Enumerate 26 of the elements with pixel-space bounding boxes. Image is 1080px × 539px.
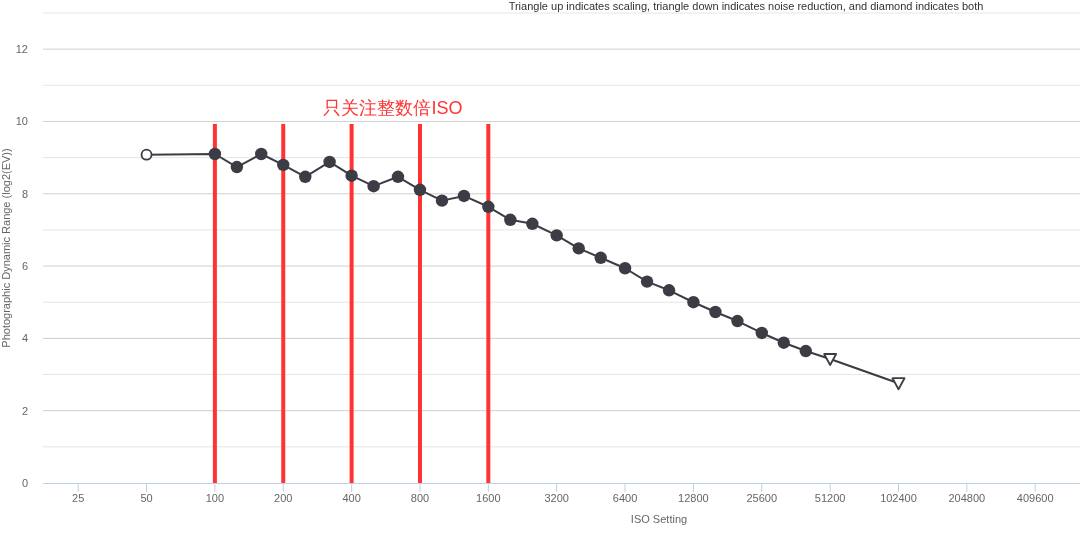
x-tick-label: 25600 [746,492,778,504]
x-tick-label: 12800 [678,492,709,504]
subtitle: Triangle up indicates scaling, triangle down indicates noise reduction, and diamond indicates both [508,0,984,12]
x-tick-label: 102400 [880,492,917,504]
x-tick-label: 204800 [948,492,986,504]
x-tick-label: 400 [342,492,361,504]
x-tick-label: 1600 [476,492,501,504]
y-tick-label: 0 [21,477,28,489]
y-tick-label: 2 [21,404,28,417]
y-tick-label: 4 [21,332,28,345]
x-tick-label: 25 [72,492,85,504]
x-tick-label: 800 [410,492,430,504]
y-axis-title: Photographic Dynamic Range (log2(EV)) [0,148,12,348]
x-tick-label: 409600 [1016,492,1054,504]
x-tick-label: 200 [274,492,293,504]
y-tick-label: 12 [15,43,28,56]
x-tick-label: 3200 [544,492,569,504]
x-tick-label: 50 [140,492,153,504]
x-tick-label: 6400 [612,492,638,504]
annotation: 只关注整数倍ISO [323,98,463,118]
y-tick-label: 6 [21,260,28,273]
x-tick-label: 51200 [814,492,846,504]
x-axis-title: ISO Setting [630,513,688,525]
y-tick-label: 8 [21,187,28,200]
x-tick-label: 100 [205,492,225,504]
y-tick-label: 10 [15,115,28,128]
